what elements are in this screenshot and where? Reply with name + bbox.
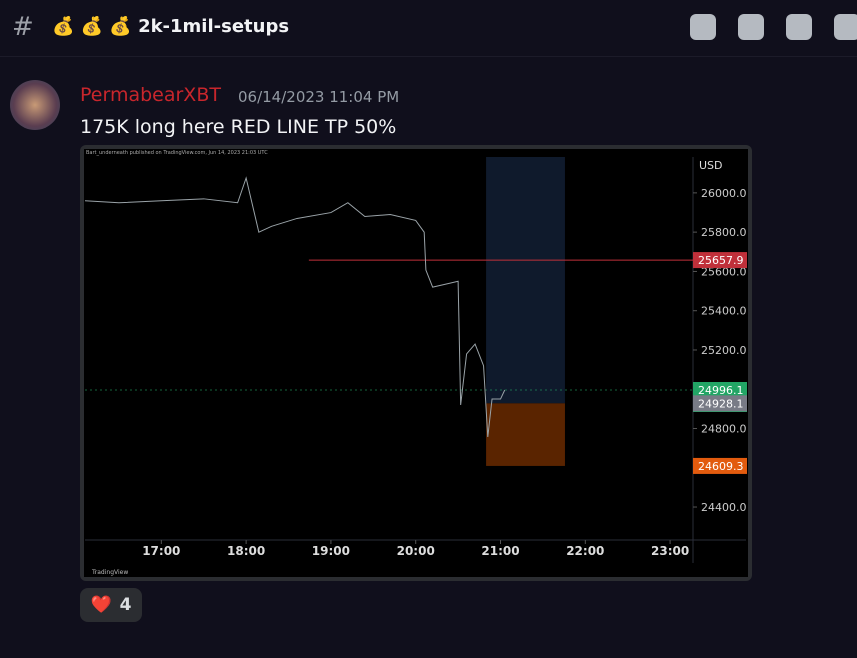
channel-icon: # (12, 12, 34, 42)
entry-price-label: 24928.1 (698, 397, 744, 410)
target-price-box (693, 252, 747, 269)
reaction-emoji: ❤️ (90, 595, 112, 615)
currency: USD (699, 159, 723, 172)
x-tick-label: 19:00 (312, 544, 350, 558)
reaction[interactable]: ❤️ 4 (80, 588, 142, 622)
x-tick-label: 21:00 (481, 544, 519, 558)
x-tick-label: 22:00 (566, 544, 604, 558)
y-tick-label: 25600.0 (701, 265, 747, 278)
chart-image[interactable]: Bart_underneath published on TradingView… (80, 145, 752, 581)
y-tick-label: 25200.0 (701, 344, 747, 357)
channel-name: 💰 💰 💰 2k-1mil-setups (52, 16, 289, 37)
y-tick-label: 24400.0 (701, 501, 747, 514)
y-tick-label: 25400.0 (701, 305, 747, 318)
members-button[interactable] (834, 14, 857, 40)
profit-zone (486, 157, 565, 404)
y-tick-label: 26000.0 (701, 187, 747, 200)
channel-emojis: 💰 💰 💰 (52, 16, 132, 37)
x-tick-label: 18:00 (227, 544, 265, 558)
channel-title: 2k-1mil-setups (138, 16, 290, 37)
target-price-label: 25657.9 (698, 254, 744, 267)
x-tick-label: 17:00 (142, 544, 180, 558)
toolbar (690, 14, 857, 40)
stop-zone (486, 403, 565, 466)
y-tick-label: 24800.0 (701, 422, 747, 435)
reaction-count: 4 (119, 595, 132, 615)
watermark: Bart_underneath published on TradingView… (86, 150, 268, 156)
timestamp: 06/14/2023 11:04 PM (238, 88, 400, 106)
price-line (84, 176, 506, 437)
x-tick-label: 20:00 (397, 544, 435, 558)
stop-price-label: 24609.3 (698, 460, 744, 473)
x-tick-label: 23:00 (651, 544, 689, 558)
chart-background (84, 149, 748, 577)
author[interactable]: PermabearXBT (80, 84, 221, 106)
y-tick-label: 25800.0 (701, 226, 747, 239)
entry-price-box (693, 395, 747, 412)
last-price-label: 24996.1 (698, 384, 744, 397)
message-text: 175K long here RED LINE TP 50% (80, 116, 397, 138)
notifications-button[interactable] (738, 14, 764, 40)
brand: TradingView (91, 569, 128, 576)
threads-button[interactable] (690, 14, 716, 40)
header: # 💰 💰 💰 2k-1mil-setups (0, 0, 857, 57)
avatar[interactable] (10, 80, 60, 130)
stop-price-box (693, 457, 747, 474)
pins-button[interactable] (786, 14, 812, 40)
